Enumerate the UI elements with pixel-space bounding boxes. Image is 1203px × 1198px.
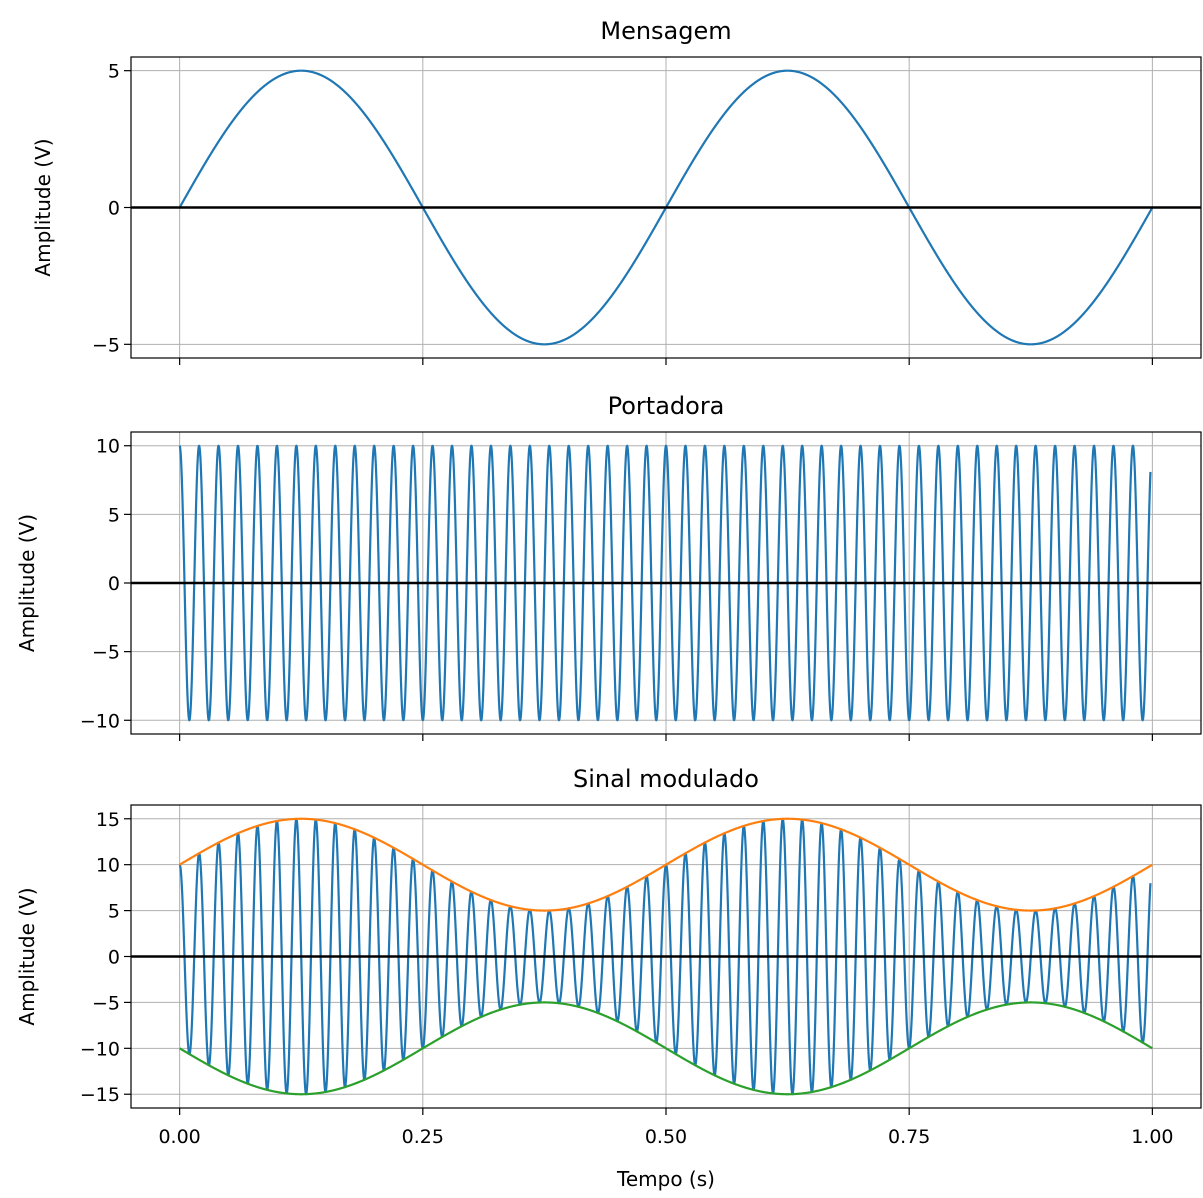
y-tick-label: 10 xyxy=(96,436,120,458)
y-tick-label: 0 xyxy=(108,573,120,595)
plot-area xyxy=(178,817,1154,1096)
series-line-1 xyxy=(178,444,1152,722)
x-axis-label: Tempo (s) xyxy=(616,1167,715,1191)
x-tick-label: 0.50 xyxy=(645,1126,687,1148)
x-tick-label: 1.00 xyxy=(1131,1126,1173,1148)
y-tick-label: 0 xyxy=(108,947,120,969)
panel-title: Portadora xyxy=(608,392,725,420)
y-axis-label: Amplitude (V) xyxy=(15,514,39,652)
y-tick-label: −5 xyxy=(92,642,120,664)
y-tick-label: −10 xyxy=(80,1038,120,1060)
plot-area xyxy=(178,444,1152,722)
y-tick-label: 10 xyxy=(96,855,120,877)
x-tick-label: 0.00 xyxy=(158,1126,200,1148)
panel-2: −10 −5 0 5 10 Portadora Amplitude (V) xyxy=(15,392,1202,741)
y-tick-label: −10 xyxy=(80,710,120,732)
panel-title: Mensagem xyxy=(600,17,731,45)
panel-title: Sinal modulado xyxy=(573,765,759,793)
series-line-3 xyxy=(178,1001,1154,1096)
y-tick-label: 5 xyxy=(108,61,120,83)
y-tick-label: 5 xyxy=(108,901,120,923)
y-tick-label: 0 xyxy=(108,198,120,220)
subplots: −5 0 5 Mensagem Amplitude (V) −10 −5 0 5 10 Portad… xyxy=(15,17,1202,1148)
y-tick-label: −15 xyxy=(80,1084,120,1106)
y-tick-label: 5 xyxy=(108,504,120,526)
y-axis-label: Amplitude (V) xyxy=(15,887,39,1025)
x-tick-label: 0.25 xyxy=(402,1126,444,1148)
x-tick-label: 0.75 xyxy=(888,1126,930,1148)
y-tick-label: 15 xyxy=(96,809,120,831)
panel-3: 0.00 0.25 0.50 0.75 1.00 −15 −10 −5 0 5 10 15 Sinal … xyxy=(15,765,1202,1148)
y-tick-label: −5 xyxy=(92,334,120,356)
y-tick-label: −5 xyxy=(92,992,120,1014)
panel-1: −5 0 5 Mensagem Amplitude (V) xyxy=(31,17,1202,365)
series-line-2 xyxy=(178,817,1154,912)
y-axis-label: Amplitude (V) xyxy=(31,138,55,276)
series-line-1 xyxy=(178,817,1152,1096)
